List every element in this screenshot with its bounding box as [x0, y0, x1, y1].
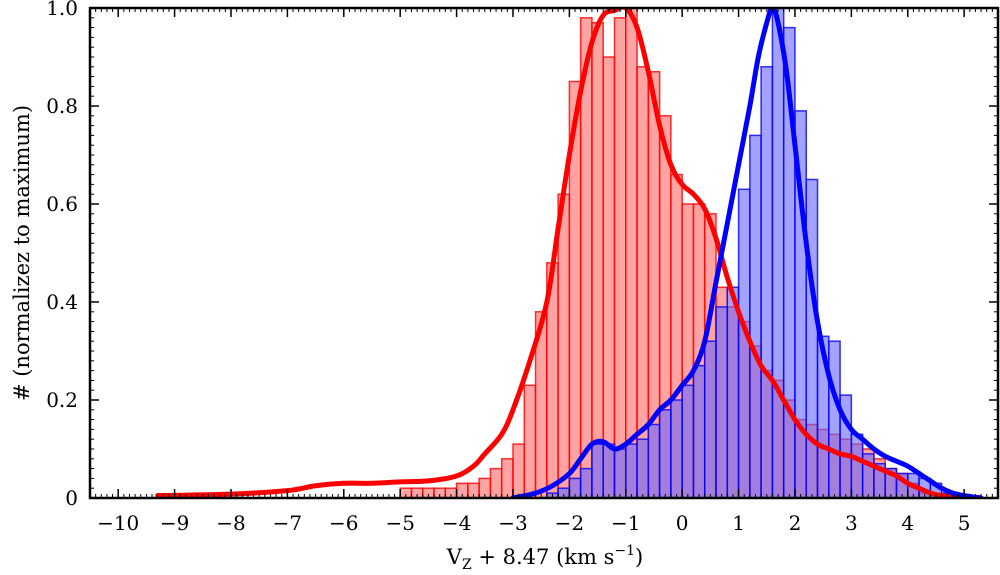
red-kde-curve [155, 8, 967, 498]
x-tick-label: 2 [789, 511, 802, 535]
x-tick-label: −5 [385, 511, 414, 535]
kde-curves [155, 8, 984, 498]
x-tick-label: −8 [216, 511, 245, 535]
x-tick-label: 5 [958, 511, 971, 535]
x-tick-label: −2 [555, 511, 584, 535]
red-histogram-bar [489, 467, 503, 498]
red-histogram-bar [613, 17, 627, 498]
blue-histogram-bar [579, 467, 593, 498]
y-tick-label: 0.8 [46, 94, 78, 118]
y-tick-labels: 0 0.2 0.4 0.6 0.8 1.0 [46, 0, 78, 510]
blue-histogram-bar [670, 399, 683, 498]
blue-kde-curve [510, 8, 984, 498]
x-tick-label: −3 [498, 511, 527, 535]
y-tick-label: 0.6 [46, 192, 78, 216]
blue-histogram-bar [591, 443, 604, 498]
x-tick-label: −4 [442, 511, 471, 535]
x-tick-label: −7 [273, 511, 302, 535]
blue-histogram-bar [805, 178, 819, 498]
red-histogram-bar [591, 21, 604, 498]
blue-histogram-bar [692, 364, 706, 498]
blue-histogram-bar [647, 423, 661, 498]
x-axis-title: VZ + 8.47 (km s−1) [446, 543, 643, 573]
y-tick-label: 0.4 [46, 290, 78, 314]
x-tick-label: 1 [732, 511, 745, 535]
y-axis-title: # (normalizez to maximum) [10, 105, 34, 401]
red-histogram-bar [602, 56, 616, 498]
blue-histogram-bar [613, 448, 627, 498]
blue-histogram-bar [850, 433, 864, 498]
red-histogram-bar [625, 8, 638, 498]
axis-ticks [89, 7, 999, 499]
red-histogram-bar [523, 384, 537, 498]
x-tick-label: −9 [160, 511, 189, 535]
x-tick-label: −10 [97, 511, 139, 535]
blue-histogram-bar [828, 340, 841, 498]
red-histogram-bar [500, 458, 514, 498]
blue-histogram-bar [749, 134, 762, 498]
blue-histogram-bar [625, 443, 638, 498]
blue-histogram-bar [602, 443, 616, 498]
blue-histogram-bar [726, 286, 740, 498]
blue-histogram-bar [636, 438, 650, 498]
red-histogram-bar [557, 193, 571, 498]
y-tick-label: 0.2 [46, 388, 78, 412]
x-tick-labels: −10 −9 −8 −7 −6 −5 −4 −3 −2 −1 0 1 2 3 4 5 [97, 511, 970, 535]
blue-histogram-bar [760, 66, 774, 498]
blue-histogram-bar [771, 8, 785, 498]
blue-histogram-bar [658, 409, 672, 498]
blue-histogram-bar [737, 188, 751, 498]
x-tick-label: 0 [676, 511, 689, 535]
x-tick-label: 4 [901, 511, 914, 535]
blue-histogram-bars [546, 8, 954, 498]
y-tick-label: 1.0 [46, 0, 78, 20]
blue-histogram-bar [703, 340, 717, 498]
x-tick-label: 3 [845, 511, 858, 535]
blue-histogram-bar [681, 384, 695, 498]
red-histogram-bar [512, 443, 526, 498]
y-tick-label: 0 [65, 486, 78, 510]
blue-histogram-bar [715, 306, 729, 498]
x-tick-label: −1 [611, 511, 640, 535]
x-tick-label: −6 [329, 511, 358, 535]
